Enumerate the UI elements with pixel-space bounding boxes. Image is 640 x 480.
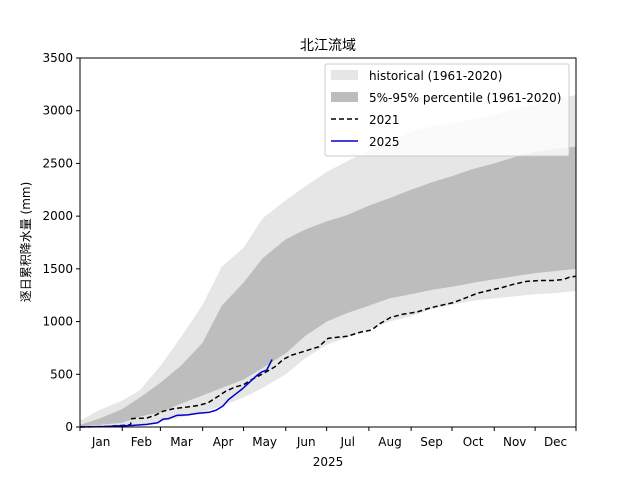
y-tick-label: 3500 xyxy=(42,51,73,65)
x-tick-label: Aug xyxy=(378,435,401,449)
x-tick-label: Apr xyxy=(213,435,234,449)
y-tick-label: 0 xyxy=(65,420,73,434)
x-tick-label: Dec xyxy=(544,435,567,449)
series-3-line xyxy=(79,359,273,428)
x-axis-title: 2025 xyxy=(313,455,344,469)
legend-frame xyxy=(324,63,570,157)
lines-layer xyxy=(79,275,577,428)
y-tick-label: 1500 xyxy=(42,262,73,276)
y-axis-title: 逐日累积降水量 (mm) xyxy=(19,182,33,303)
x-tick-label: Feb xyxy=(131,435,152,449)
legend-label-historical: historical (1961-2020) xyxy=(369,69,502,83)
y-tick-label: 2500 xyxy=(42,156,73,170)
legend-swatch-percentile xyxy=(331,92,358,102)
y-tick-label: 500 xyxy=(50,367,73,381)
legend-swatch-historical xyxy=(331,70,358,80)
x-tick-label: Jan xyxy=(91,435,111,449)
y-tick-label: 3000 xyxy=(42,104,73,118)
x-tick-label: Jun xyxy=(296,435,316,449)
chart-title: 北江流域 xyxy=(300,38,356,54)
series-1-band xyxy=(80,146,576,427)
x-tick-label: Nov xyxy=(503,435,526,449)
bands-layer xyxy=(80,94,576,428)
plot-frame xyxy=(79,57,577,428)
x-tick-label: Sep xyxy=(420,435,443,449)
x-tick-label: Mar xyxy=(170,435,193,449)
x-tick-label: Oct xyxy=(463,435,484,449)
legend-label-2021: 2021 xyxy=(369,113,400,127)
y-axis: 0 500 1000 1500 2000 2500 3000 3500 xyxy=(42,51,80,434)
legend: historical (1961-2020) 5%-95% percentile… xyxy=(324,63,570,157)
x-tick-label: Jul xyxy=(340,435,355,449)
x-axis: Jan Feb Mar Apr May Jun Jul Aug Sep Oct Nov Dec xyxy=(79,427,577,449)
x-tick-label: May xyxy=(252,435,277,449)
legend-label-percentile: 5%-95% percentile (1961-2020) xyxy=(369,91,561,105)
y-tick-label: 2000 xyxy=(42,209,73,223)
legend-label-2025: 2025 xyxy=(369,135,400,149)
series-2-line xyxy=(79,275,577,428)
y-tick-label: 1000 xyxy=(42,315,73,329)
